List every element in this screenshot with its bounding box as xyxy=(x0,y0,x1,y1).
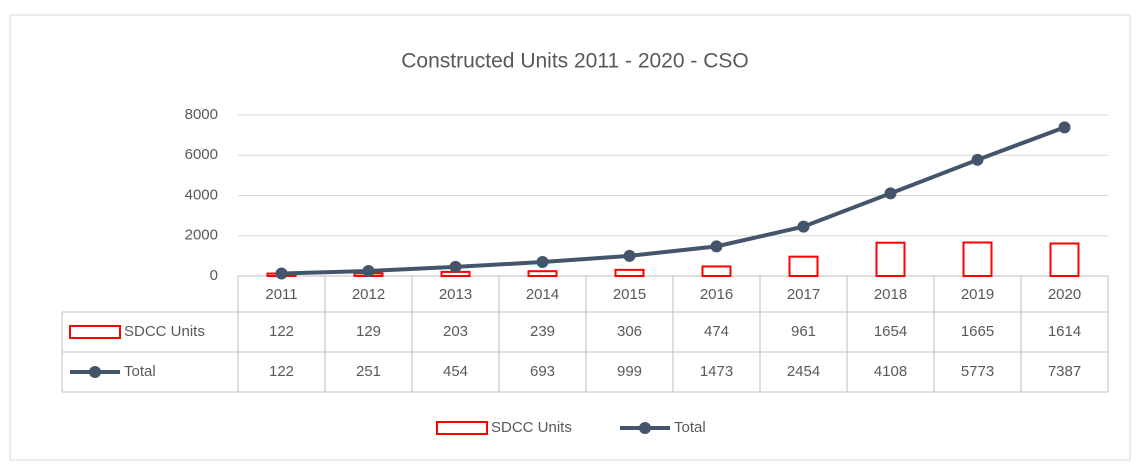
marker xyxy=(1058,121,1071,134)
table-series-name: Total xyxy=(124,363,156,380)
legend-label: SDCC Units xyxy=(491,419,572,436)
bar xyxy=(788,255,819,278)
table-cell: 2454 xyxy=(787,363,820,380)
y-tick-label: 2000 xyxy=(185,227,218,244)
x-tick-label: 2020 xyxy=(1048,286,1081,303)
x-tick-label: 2016 xyxy=(700,286,733,303)
x-tick-label: 2012 xyxy=(352,286,385,303)
table-cell: 306 xyxy=(617,323,642,340)
bar xyxy=(527,270,558,277)
x-tick-label: 2011 xyxy=(265,286,297,303)
x-tick-label: 2019 xyxy=(961,286,994,303)
bar xyxy=(962,241,993,278)
marker xyxy=(710,240,723,253)
bar xyxy=(1049,242,1080,277)
table-cell: 999 xyxy=(617,363,642,380)
x-tick-label: 2017 xyxy=(787,286,820,303)
table-cell: 129 xyxy=(356,323,381,340)
table-cell: 239 xyxy=(530,323,555,340)
table-cell: 1614 xyxy=(1048,323,1081,340)
marker xyxy=(623,249,636,262)
table-cell: 7387 xyxy=(1048,363,1081,380)
y-tick-label: 4000 xyxy=(185,186,218,203)
table-cell: 454 xyxy=(443,363,468,380)
y-tick-label: 0 xyxy=(210,267,218,284)
marker xyxy=(362,264,375,277)
table-cell: 1473 xyxy=(700,363,733,380)
marker xyxy=(536,256,549,269)
bar xyxy=(614,268,645,277)
table-cell: 4108 xyxy=(874,363,907,380)
chart-border xyxy=(9,14,1131,461)
y-tick-label: 6000 xyxy=(185,146,218,163)
legend-icon xyxy=(436,421,488,435)
table-cell: 122 xyxy=(269,363,294,380)
x-tick-label: 2013 xyxy=(439,286,472,303)
chart-title: Constructed Units 2011 - 2020 - CSO xyxy=(401,50,748,73)
x-tick-label: 2018 xyxy=(874,286,907,303)
table-series-name: SDCC Units xyxy=(124,323,205,340)
table-cell: 122 xyxy=(269,323,294,340)
table-cell: 1654 xyxy=(874,323,907,340)
table-legend-icon xyxy=(69,325,121,339)
marker xyxy=(971,153,984,166)
table-legend-icon xyxy=(89,366,101,378)
marker xyxy=(275,267,288,280)
marker xyxy=(449,260,462,273)
marker xyxy=(884,187,897,200)
y-tick-label: 8000 xyxy=(185,106,218,123)
table-cell: 961 xyxy=(791,323,816,340)
table-cell: 203 xyxy=(443,323,468,340)
table-cell: 1665 xyxy=(961,323,994,340)
table-cell: 5773 xyxy=(961,363,994,380)
x-tick-label: 2014 xyxy=(526,286,559,303)
bar xyxy=(701,265,732,278)
x-tick-label: 2015 xyxy=(613,286,646,303)
bar xyxy=(875,241,906,278)
table-cell: 251 xyxy=(356,363,381,380)
legend-icon xyxy=(639,422,651,434)
table-cell: 693 xyxy=(530,363,555,380)
line xyxy=(281,125,1066,276)
table-cell: 474 xyxy=(704,323,729,340)
legend-label: Total xyxy=(674,419,706,436)
marker xyxy=(797,220,810,233)
